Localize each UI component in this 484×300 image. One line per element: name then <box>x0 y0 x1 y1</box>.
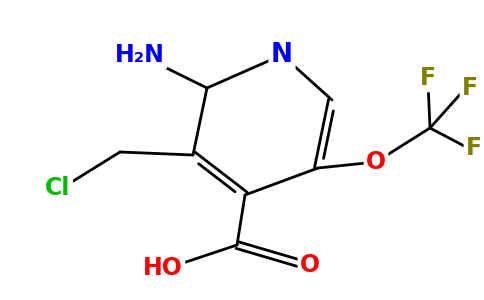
Text: N: N <box>271 42 293 68</box>
Text: F: F <box>466 136 482 160</box>
Text: O: O <box>366 150 386 174</box>
Text: HO: HO <box>143 256 183 280</box>
Text: Cl: Cl <box>45 176 71 200</box>
Text: F: F <box>462 76 478 100</box>
Text: H₂N: H₂N <box>115 43 165 67</box>
Text: O: O <box>300 253 320 277</box>
Text: F: F <box>420 66 436 90</box>
